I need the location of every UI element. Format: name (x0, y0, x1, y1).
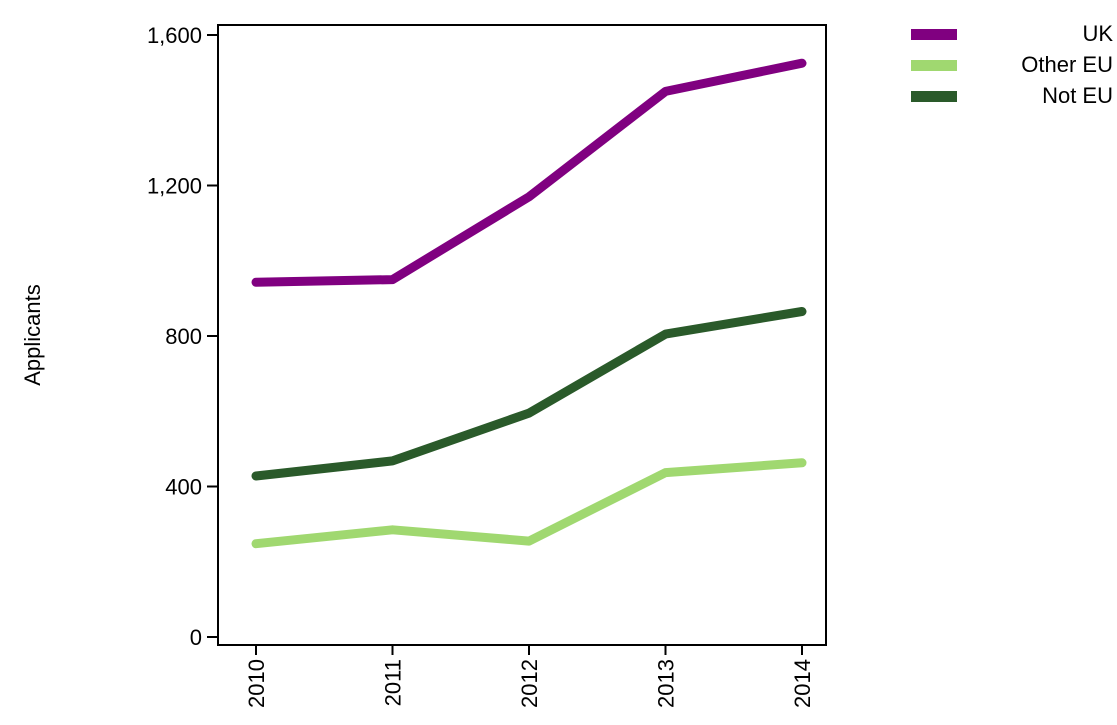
legend-label-not-eu: Not EU (1042, 83, 1113, 108)
series-line-not-eu (251, 307, 807, 481)
x-axis: 2010 2011 2012 2013 2014 (244, 645, 815, 708)
legend-label-uk: UK (1082, 21, 1113, 46)
x-tick-label: 2012 (517, 659, 542, 708)
legend-swatch-uk (911, 29, 957, 40)
plot-frame (217, 24, 827, 646)
series-line-other-eu (251, 458, 807, 549)
y-tick-label: 1,600 (147, 23, 202, 48)
series-group (251, 58, 807, 549)
legend-swatch-other-eu (911, 60, 957, 71)
y-tick-label: 800 (165, 324, 202, 349)
legend: UK Other EU Not EU (911, 21, 1113, 108)
y-tick-label: 400 (165, 475, 202, 500)
x-tick-label: 2010 (244, 659, 269, 708)
legend-swatch-not-eu (911, 91, 957, 102)
x-tick-label: 2014 (790, 659, 815, 708)
legend-label-other-eu: Other EU (1021, 52, 1113, 77)
series-line-uk (251, 58, 807, 287)
y-axis-label: Applicants (20, 284, 45, 386)
y-tick-label: 1,200 (147, 174, 202, 199)
x-tick-label: 2011 (381, 659, 406, 706)
y-axis: 0 400 800 1,200 1,600 (147, 23, 218, 650)
x-tick-label: 2013 (654, 659, 679, 708)
plot-area (217, 24, 827, 646)
y-tick-label: 0 (190, 625, 202, 650)
